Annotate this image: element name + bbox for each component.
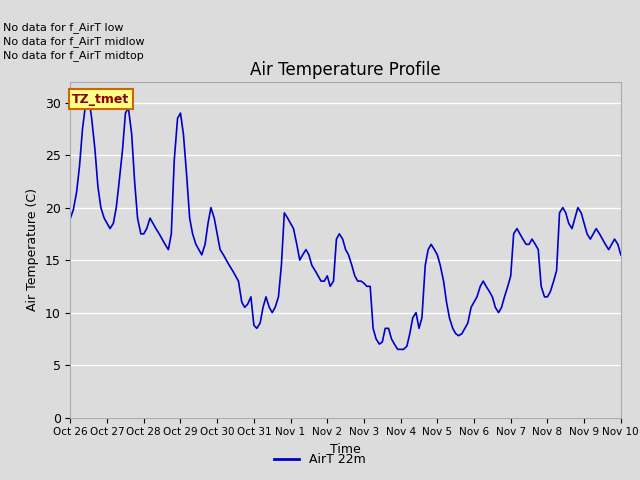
Text: No data for f_AirT midtop: No data for f_AirT midtop bbox=[3, 50, 144, 61]
Text: No data for f_AirT low: No data for f_AirT low bbox=[3, 22, 124, 33]
Title: Air Temperature Profile: Air Temperature Profile bbox=[250, 60, 441, 79]
Legend: AirT 22m: AirT 22m bbox=[269, 448, 371, 471]
Text: TZ_tmet: TZ_tmet bbox=[72, 93, 129, 106]
Y-axis label: Air Temperature (C): Air Temperature (C) bbox=[26, 188, 39, 311]
X-axis label: Time: Time bbox=[330, 443, 361, 456]
Text: No data for f_AirT midlow: No data for f_AirT midlow bbox=[3, 36, 145, 47]
